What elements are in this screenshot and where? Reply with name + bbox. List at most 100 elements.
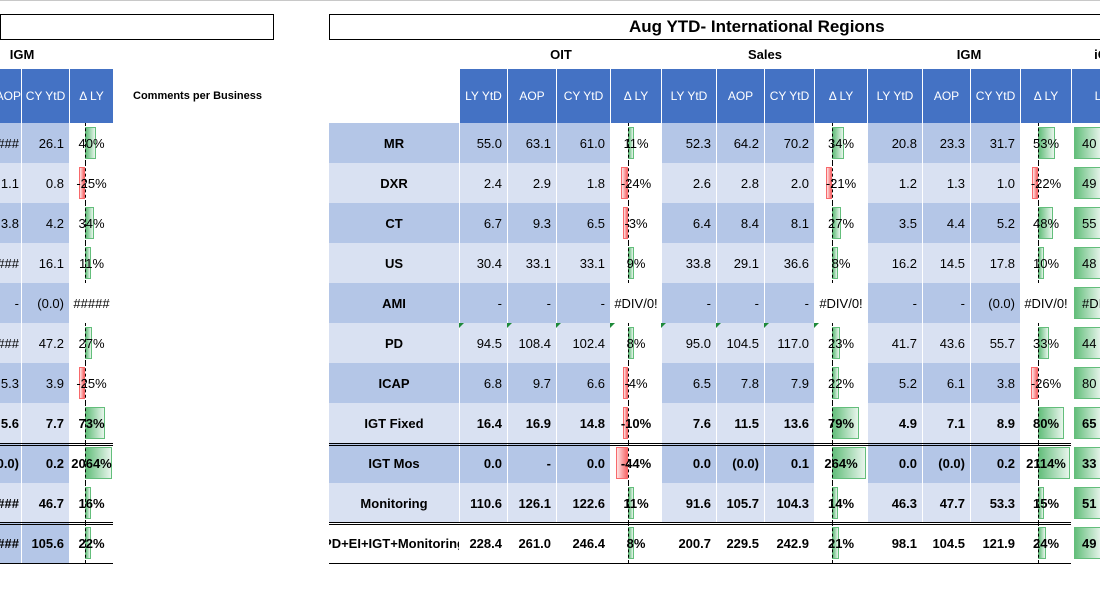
igm-value-cell[interactable]: 53.3: [970, 483, 1020, 523]
oit-value-cell[interactable]: 16.9: [507, 403, 556, 443]
oit-value-cell[interactable]: 94.5: [459, 323, 507, 363]
next-group-partial-cell[interactable]: 49: [1071, 523, 1100, 563]
sales-value-cell[interactable]: 8.1: [764, 203, 814, 243]
igm-value-cell[interactable]: 6.1: [922, 363, 970, 403]
sales-value-cell[interactable]: 7.8: [716, 363, 764, 403]
sales-value-cell[interactable]: -: [661, 283, 716, 323]
sales-value-cell[interactable]: 105.7: [716, 483, 764, 523]
sales-value-cell[interactable]: 242.9: [764, 523, 814, 563]
row-label[interactable]: US: [329, 243, 459, 283]
row-label[interactable]: MR: [329, 123, 459, 163]
igm-value-cell[interactable]: 4.4: [922, 203, 970, 243]
oit-value-cell[interactable]: 246.4: [556, 523, 610, 563]
oit-value-cell[interactable]: -: [556, 283, 610, 323]
oit-value-cell[interactable]: 63.1: [507, 123, 556, 163]
igm-value-cell[interactable]: 41.7: [867, 323, 922, 363]
sales-value-cell[interactable]: 6.4: [661, 203, 716, 243]
sales-value-cell[interactable]: 200.7: [661, 523, 716, 563]
left-cy-ytd-cell[interactable]: 105.6: [21, 523, 69, 563]
igm-value-cell[interactable]: (0.0): [922, 443, 970, 483]
igm-value-cell[interactable]: 8.9: [970, 403, 1020, 443]
oit-value-cell[interactable]: 261.0: [507, 523, 556, 563]
igm-value-cell[interactable]: 98.1: [867, 523, 922, 563]
igm-value-cell[interactable]: -: [867, 283, 922, 323]
oit-value-cell[interactable]: 55.0: [459, 123, 507, 163]
sales-value-cell[interactable]: 36.6: [764, 243, 814, 283]
sales-value-cell[interactable]: 2.8: [716, 163, 764, 203]
left-cy-ytd-cell[interactable]: 26.1: [21, 123, 69, 163]
left-aop-cell[interactable]: ####: [0, 483, 21, 523]
sales-value-cell[interactable]: -: [716, 283, 764, 323]
igm-value-cell[interactable]: 47.7: [922, 483, 970, 523]
oit-value-cell[interactable]: 110.6: [459, 483, 507, 523]
row-label[interactable]: IGT Fixed: [329, 403, 459, 443]
sales-value-cell[interactable]: 117.0: [764, 323, 814, 363]
igm-value-cell[interactable]: 7.1: [922, 403, 970, 443]
left-aop-cell[interactable]: (0.0): [0, 443, 21, 483]
oit-value-cell[interactable]: 16.4: [459, 403, 507, 443]
next-group-partial-cell[interactable]: 51: [1071, 483, 1100, 523]
left-aop-cell[interactable]: 1.1: [0, 163, 21, 203]
next-group-partial-cell[interactable]: 49: [1071, 163, 1100, 203]
oit-value-cell[interactable]: -: [459, 283, 507, 323]
igm-value-cell[interactable]: 0.2: [970, 443, 1020, 483]
oit-value-cell[interactable]: 0.0: [556, 443, 610, 483]
next-group-partial-cell[interactable]: 65: [1071, 403, 1100, 443]
row-label[interactable]: DXR: [329, 163, 459, 203]
left-cy-ytd-cell[interactable]: 4.2: [21, 203, 69, 243]
oit-value-cell[interactable]: 102.4: [556, 323, 610, 363]
igm-value-cell[interactable]: 0.0: [867, 443, 922, 483]
oit-value-cell[interactable]: 228.4: [459, 523, 507, 563]
igm-value-cell[interactable]: 121.9: [970, 523, 1020, 563]
oit-value-cell[interactable]: 126.1: [507, 483, 556, 523]
sales-value-cell[interactable]: 229.5: [716, 523, 764, 563]
oit-value-cell[interactable]: 6.7: [459, 203, 507, 243]
oit-value-cell[interactable]: 108.4: [507, 323, 556, 363]
oit-value-cell[interactable]: 61.0: [556, 123, 610, 163]
next-group-partial-cell[interactable]: 33: [1071, 443, 1100, 483]
left-cy-ytd-cell[interactable]: 3.9: [21, 363, 69, 403]
igm-value-cell[interactable]: 1.3: [922, 163, 970, 203]
sales-value-cell[interactable]: 2.0: [764, 163, 814, 203]
left-aop-cell[interactable]: ####: [0, 323, 21, 363]
oit-value-cell[interactable]: 33.1: [507, 243, 556, 283]
sales-value-cell[interactable]: 64.2: [716, 123, 764, 163]
sales-value-cell[interactable]: 95.0: [661, 323, 716, 363]
sales-value-cell[interactable]: 7.9: [764, 363, 814, 403]
oit-value-cell[interactable]: 2.9: [507, 163, 556, 203]
left-cy-ytd-cell[interactable]: 0.8: [21, 163, 69, 203]
oit-value-cell[interactable]: 9.3: [507, 203, 556, 243]
left-cy-ytd-cell[interactable]: 16.1: [21, 243, 69, 283]
sales-value-cell[interactable]: 13.6: [764, 403, 814, 443]
sales-value-cell[interactable]: 11.5: [716, 403, 764, 443]
left-cy-ytd-cell[interactable]: (0.0): [21, 283, 69, 323]
igm-value-cell[interactable]: 14.5: [922, 243, 970, 283]
igm-value-cell[interactable]: 46.3: [867, 483, 922, 523]
sales-value-cell[interactable]: (0.0): [716, 443, 764, 483]
sales-value-cell[interactable]: 29.1: [716, 243, 764, 283]
igm-value-cell[interactable]: (0.0): [970, 283, 1020, 323]
igm-value-cell[interactable]: 23.3: [922, 123, 970, 163]
next-group-partial-cell[interactable]: 44: [1071, 323, 1100, 363]
oit-value-cell[interactable]: 6.5: [556, 203, 610, 243]
row-label[interactable]: PD+EI+IGT+Monitoring: [329, 523, 459, 563]
left-cy-ytd-cell[interactable]: 0.2: [21, 443, 69, 483]
igm-value-cell[interactable]: -: [922, 283, 970, 323]
igm-value-cell[interactable]: 1.2: [867, 163, 922, 203]
sales-value-cell[interactable]: 0.1: [764, 443, 814, 483]
igm-value-cell[interactable]: 55.7: [970, 323, 1020, 363]
left-cy-ytd-cell[interactable]: 7.7: [21, 403, 69, 443]
igm-value-cell[interactable]: 20.8: [867, 123, 922, 163]
left-aop-cell[interactable]: ####: [0, 243, 21, 283]
sales-value-cell[interactable]: 33.8: [661, 243, 716, 283]
oit-value-cell[interactable]: -: [507, 443, 556, 483]
sales-value-cell[interactable]: 70.2: [764, 123, 814, 163]
oit-value-cell[interactable]: 1.8: [556, 163, 610, 203]
igm-value-cell[interactable]: 17.8: [970, 243, 1020, 283]
igm-value-cell[interactable]: 1.0: [970, 163, 1020, 203]
left-aop-cell[interactable]: -: [0, 283, 21, 323]
igm-value-cell[interactable]: 43.6: [922, 323, 970, 363]
igm-value-cell[interactable]: 5.2: [867, 363, 922, 403]
igm-value-cell[interactable]: 3.8: [970, 363, 1020, 403]
oit-value-cell[interactable]: 6.6: [556, 363, 610, 403]
